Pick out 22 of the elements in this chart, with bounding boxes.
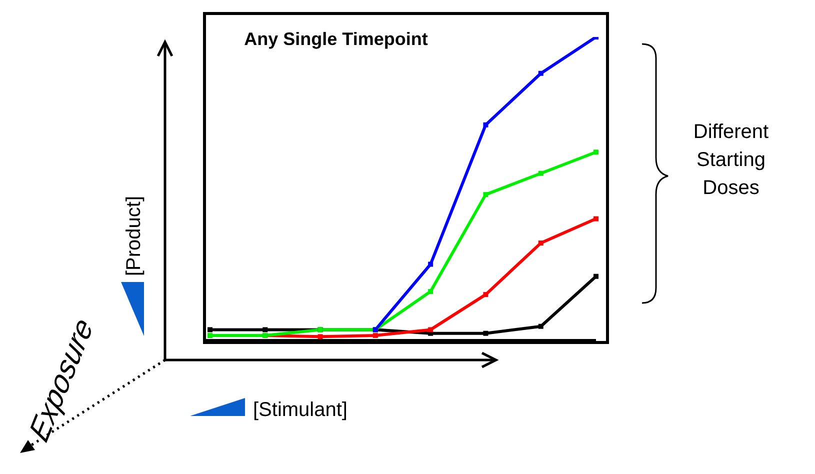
point (483, 192, 488, 198)
point (538, 324, 544, 329)
point (594, 150, 598, 155)
point (372, 332, 378, 338)
point (428, 327, 434, 332)
point (318, 334, 323, 340)
point (538, 70, 544, 76)
point (428, 262, 434, 267)
point (428, 289, 434, 294)
point (483, 292, 488, 298)
x-axis-title: [Stimulant] (253, 399, 348, 421)
text: Different Starting Doses (692, 120, 770, 201)
point (483, 122, 488, 128)
point (538, 240, 544, 246)
point (262, 327, 268, 332)
chart-title: Any Single Timepoint (243, 29, 429, 50)
point (594, 216, 598, 222)
point (594, 274, 598, 279)
point (538, 170, 544, 176)
point (208, 327, 212, 332)
point (483, 330, 488, 336)
y-axis-title: [Product] (123, 196, 145, 276)
